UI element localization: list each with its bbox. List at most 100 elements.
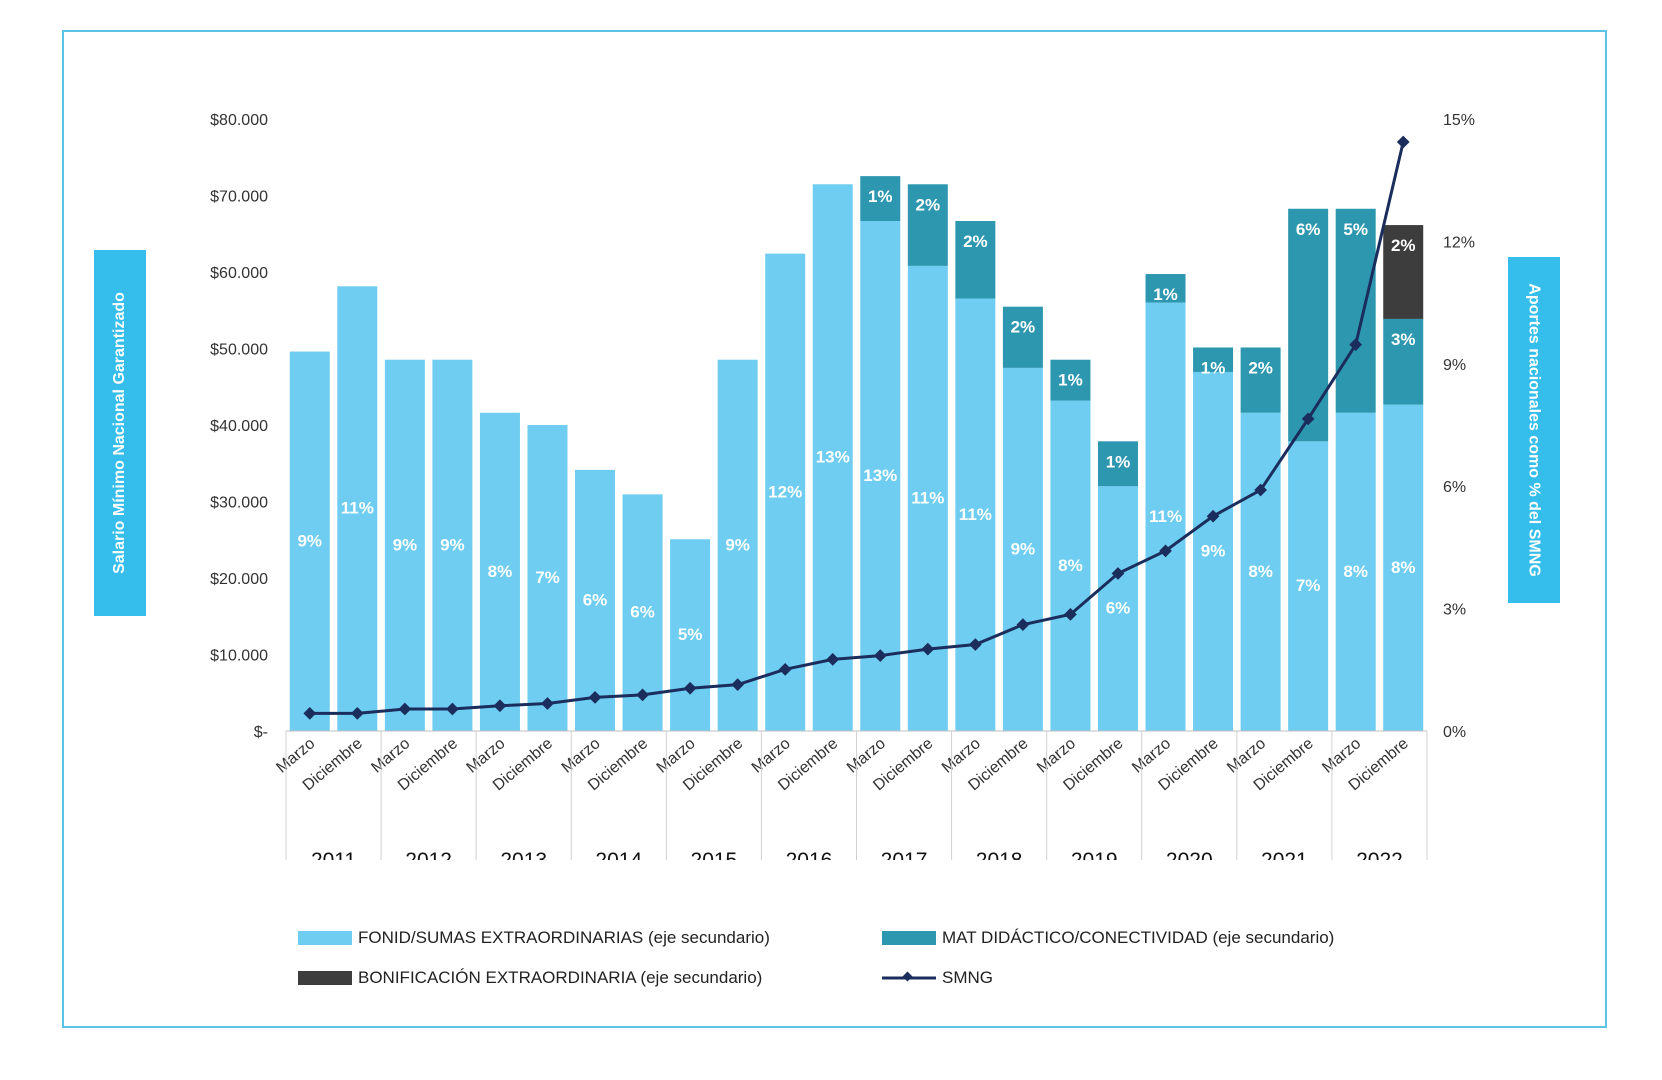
bar-segment — [1240, 347, 1281, 413]
legend-label-fonid: FONID/SUMAS EXTRAORDINARIAS (eje secunda… — [358, 928, 770, 947]
bar-segment — [1288, 441, 1329, 731]
bar-segment — [575, 469, 616, 731]
bar-data-label: 11% — [911, 488, 944, 507]
chart-frame — [62, 30, 1607, 1028]
bar-segment — [527, 425, 568, 731]
bar-segment — [1097, 486, 1138, 731]
bar-data-label: 13% — [816, 448, 850, 467]
bar-data-label: 7% — [1296, 576, 1321, 595]
right-tick-label: 6% — [1443, 479, 1466, 496]
bar-segment — [860, 221, 901, 731]
bar-segment — [384, 359, 425, 731]
smng-line — [309, 141, 1405, 715]
bar-segment — [907, 184, 948, 266]
bar-data-label: 9% — [725, 535, 750, 554]
legend-swatch-mat-didactico — [882, 931, 936, 945]
legend-label-mat-didactico: MAT DIDÁCTICO/CONECTIVIDAD (eje secundar… — [942, 928, 1335, 947]
year-label: 2017 — [881, 849, 928, 860]
bar-segment — [1002, 367, 1043, 731]
bar-segment — [1383, 318, 1424, 405]
left-tick-label: $- — [254, 724, 268, 741]
bar-data-label: 8% — [1248, 562, 1273, 581]
bar-data-label: 1% — [1106, 452, 1131, 471]
bar-segment — [765, 253, 806, 731]
bar-segment — [1050, 359, 1091, 401]
left-tick-label: $60.000 — [210, 265, 268, 282]
left-tick-label: $50.000 — [210, 342, 268, 359]
bar-data-label: 9% — [297, 531, 322, 550]
bar-data-label: 1% — [1058, 371, 1083, 390]
bar-data-label: 9% — [393, 535, 418, 554]
left-tick-label: $70.000 — [210, 189, 268, 206]
chart-plot: $- $10.000 $20.000 $30.000 $40.000 $50.000 $60… — [210, 112, 1475, 860]
bar-segment — [1193, 347, 1234, 372]
bar-data-label: 5% — [678, 625, 703, 644]
bar-segment — [432, 359, 473, 731]
right-tick-label: 9% — [1443, 357, 1466, 374]
bar-segment — [1335, 208, 1376, 413]
year-label: 2014 — [595, 849, 642, 860]
bar-segment — [1240, 412, 1281, 731]
bar-data-label: 9% — [1011, 539, 1036, 558]
right-axis-title: Aportes nacionales como % del SMNG — [1508, 257, 1560, 603]
bar-data-label: 11% — [1149, 507, 1182, 526]
bar-data-label: 2% — [963, 232, 988, 251]
legend-swatch-bonificacion — [298, 971, 352, 985]
bar-data-label: 5% — [1343, 220, 1368, 239]
left-tick-label: $30.000 — [210, 495, 268, 512]
legend-swatch-fonid — [298, 931, 352, 945]
bar-segment — [1145, 274, 1186, 303]
bar-data-label: 6% — [583, 590, 608, 609]
bar-segment — [955, 298, 996, 731]
legend-swatch-smng — [882, 971, 936, 982]
bar-data-label: 8% — [488, 562, 513, 581]
year-label: 2011 — [311, 849, 356, 860]
bar-data-label: 9% — [440, 535, 465, 554]
bar-data-label: 13% — [863, 466, 897, 485]
bar-data-label: 11% — [959, 505, 992, 524]
smng-point — [1396, 135, 1410, 149]
bar-segment — [1050, 400, 1091, 731]
bar-data-label: 6% — [630, 603, 655, 622]
right-tick-label: 15% — [1443, 112, 1475, 129]
left-tick-label: $20.000 — [210, 571, 268, 588]
bar-data-label: 12% — [768, 482, 802, 501]
bar-segment — [1288, 208, 1329, 442]
right-tick-label: 12% — [1443, 234, 1475, 251]
bar-data-label: 6% — [1296, 220, 1321, 239]
year-label: 2012 — [405, 849, 452, 860]
left-tick-label: $80.000 — [210, 112, 268, 129]
bar-data-label: 2% — [1391, 236, 1416, 255]
bar-data-label: 8% — [1343, 562, 1368, 581]
year-label: 2020 — [1166, 849, 1213, 860]
bar-segment — [955, 221, 996, 299]
bar-segment — [289, 351, 330, 731]
bar-segment — [1097, 441, 1138, 487]
bar-segment — [479, 412, 520, 731]
bar-segment — [1383, 404, 1424, 731]
right-tick-label: 3% — [1443, 602, 1466, 619]
left-tick-label: $10.000 — [210, 648, 268, 665]
bar-segment — [1145, 302, 1186, 731]
bar-data-label: 2% — [1011, 318, 1036, 337]
legend-item-fonid: FONID/SUMAS EXTRAORDINARIAS (eje secunda… — [298, 928, 770, 948]
legend-label-smng: SMNG — [942, 968, 993, 987]
bar-data-label: 1% — [1153, 285, 1178, 304]
legend-label-bonificacion: BONIFICACIÓN EXTRAORDINARIA (eje secunda… — [358, 968, 763, 987]
legend-item-smng: SMNG — [882, 968, 993, 988]
bar-segment — [812, 184, 853, 731]
bar-data-label: 1% — [868, 187, 893, 206]
legend-item-bonificacion: BONIFICACIÓN EXTRAORDINARIA (eje secunda… — [298, 968, 762, 988]
bar-data-label: 11% — [341, 499, 374, 518]
year-label: 2019 — [1071, 849, 1118, 860]
left-axis-title: Salario Mínimo Nacional Garantizado — [94, 250, 146, 616]
bar-data-label: 2% — [916, 195, 941, 214]
bar-segment — [860, 176, 901, 221]
bar-segment — [1335, 412, 1376, 731]
right-tick-label: 0% — [1443, 724, 1466, 741]
bar-data-label: 8% — [1058, 556, 1083, 575]
bar-segment — [1383, 225, 1424, 319]
bar-segment — [337, 286, 378, 731]
bar-data-label: 2% — [1248, 358, 1273, 377]
bar-segment — [670, 539, 711, 731]
